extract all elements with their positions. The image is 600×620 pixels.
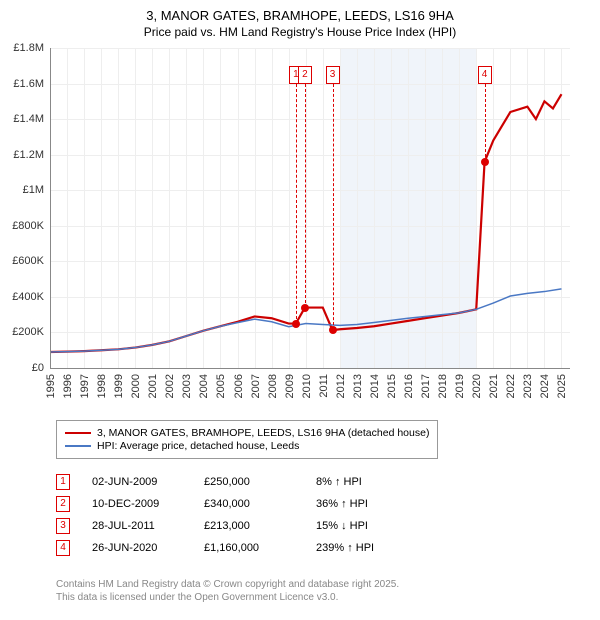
x-tick-label: 2002 bbox=[164, 374, 176, 398]
x-axis-line bbox=[50, 368, 570, 369]
marker-dot bbox=[292, 320, 300, 328]
x-tick-label: 2013 bbox=[352, 374, 364, 398]
x-tick-label: 2018 bbox=[437, 374, 449, 398]
x-tick-label: 1996 bbox=[62, 374, 74, 398]
event-row: 4 26-JUN-2020 £1,160,000 239% ↑ HPI bbox=[56, 540, 406, 556]
event-diff: 15% ↓ HPI bbox=[316, 520, 406, 532]
x-tick-label: 1997 bbox=[79, 374, 91, 398]
legend-swatch bbox=[65, 445, 91, 447]
marker-label: 2 bbox=[298, 66, 312, 84]
title-line2: Price paid vs. HM Land Registry's House … bbox=[0, 25, 600, 41]
event-row: 3 28-JUL-2011 £213,000 15% ↓ HPI bbox=[56, 518, 406, 534]
x-tick-label: 2011 bbox=[318, 374, 330, 398]
event-row: 2 10-DEC-2009 £340,000 36% ↑ HPI bbox=[56, 496, 406, 512]
legend: 3, MANOR GATES, BRAMHOPE, LEEDS, LS16 9H… bbox=[56, 420, 438, 459]
x-tick-label: 2008 bbox=[267, 374, 279, 398]
x-tick-label: 2021 bbox=[488, 374, 500, 398]
event-row: 1 02-JUN-2009 £250,000 8% ↑ HPI bbox=[56, 474, 406, 490]
x-tick-label: 2024 bbox=[539, 374, 551, 398]
footer-attribution: Contains HM Land Registry data © Crown c… bbox=[56, 578, 399, 604]
footer-line1: Contains HM Land Registry data © Crown c… bbox=[56, 578, 399, 591]
legend-row: HPI: Average price, detached house, Leed… bbox=[65, 440, 429, 452]
legend-row: 3, MANOR GATES, BRAMHOPE, LEEDS, LS16 9H… bbox=[65, 427, 429, 439]
x-tick-label: 2010 bbox=[301, 374, 313, 398]
x-tick-label: 2023 bbox=[522, 374, 534, 398]
event-diff: 239% ↑ HPI bbox=[316, 542, 406, 554]
title-line1: 3, MANOR GATES, BRAMHOPE, LEEDS, LS16 9H… bbox=[0, 8, 600, 25]
marker-line bbox=[333, 84, 334, 331]
event-diff: 36% ↑ HPI bbox=[316, 498, 406, 510]
x-tick-label: 2007 bbox=[250, 374, 262, 398]
event-price: £250,000 bbox=[204, 476, 294, 488]
legend-label: 3, MANOR GATES, BRAMHOPE, LEEDS, LS16 9H… bbox=[97, 427, 429, 439]
marker-label: 4 bbox=[478, 66, 492, 84]
marker-dot bbox=[301, 304, 309, 312]
marker-dot bbox=[329, 326, 337, 334]
x-tick-label: 2003 bbox=[181, 374, 193, 398]
x-tick-label: 2001 bbox=[147, 374, 159, 398]
y-tick-label: £1.8M bbox=[0, 42, 44, 54]
chart-title: 3, MANOR GATES, BRAMHOPE, LEEDS, LS16 9H… bbox=[0, 0, 600, 40]
line-series-svg bbox=[50, 48, 570, 368]
y-tick-label: £1.2M bbox=[0, 149, 44, 161]
x-tick-label: 2025 bbox=[556, 374, 568, 398]
x-tick-label: 2005 bbox=[215, 374, 227, 398]
x-tick-label: 2022 bbox=[505, 374, 517, 398]
x-tick-label: 1999 bbox=[113, 374, 125, 398]
x-tick-label: 2014 bbox=[369, 374, 381, 398]
marker-dot bbox=[481, 158, 489, 166]
event-date: 26-JUN-2020 bbox=[92, 542, 182, 554]
y-tick-label: £1.6M bbox=[0, 78, 44, 90]
x-tick-label: 1995 bbox=[45, 374, 57, 398]
y-tick-label: £1.4M bbox=[0, 113, 44, 125]
y-tick-label: £200K bbox=[0, 326, 44, 338]
event-price: £1,160,000 bbox=[204, 542, 294, 554]
marker-line bbox=[296, 84, 297, 324]
event-date: 02-JUN-2009 bbox=[92, 476, 182, 488]
event-date: 10-DEC-2009 bbox=[92, 498, 182, 510]
event-number: 3 bbox=[56, 518, 70, 534]
event-price: £213,000 bbox=[204, 520, 294, 532]
x-tick-label: 1998 bbox=[96, 374, 108, 398]
x-tick-label: 2019 bbox=[454, 374, 466, 398]
event-number: 4 bbox=[56, 540, 70, 556]
marker-label: 3 bbox=[326, 66, 340, 84]
marker-line bbox=[485, 84, 486, 162]
event-diff: 8% ↑ HPI bbox=[316, 476, 406, 488]
y-axis-line bbox=[50, 48, 51, 368]
chart-area: 1234 £0£200K£400K£600K£800K£1M£1.2M£1.4M… bbox=[50, 48, 570, 368]
plot-region: 1234 bbox=[50, 48, 570, 368]
marker-line bbox=[305, 84, 306, 308]
x-tick-label: 2015 bbox=[386, 374, 398, 398]
x-tick-label: 2012 bbox=[335, 374, 347, 398]
event-table: 1 02-JUN-2009 £250,000 8% ↑ HPI 2 10-DEC-2009… bbox=[56, 474, 406, 562]
x-tick-label: 2006 bbox=[233, 374, 245, 398]
y-tick-label: £600K bbox=[0, 255, 44, 267]
footer-line2: This data is licensed under the Open Gov… bbox=[56, 591, 399, 604]
y-tick-label: £400K bbox=[0, 291, 44, 303]
legend-label: HPI: Average price, detached house, Leed… bbox=[97, 440, 299, 452]
y-tick-label: £800K bbox=[0, 220, 44, 232]
event-number: 1 bbox=[56, 474, 70, 490]
event-number: 2 bbox=[56, 496, 70, 512]
x-tick-label: 2004 bbox=[198, 374, 210, 398]
x-tick-label: 2000 bbox=[130, 374, 142, 398]
x-tick-label: 2016 bbox=[403, 374, 415, 398]
x-tick-label: 2009 bbox=[284, 374, 296, 398]
legend-swatch bbox=[65, 432, 91, 434]
event-price: £340,000 bbox=[204, 498, 294, 510]
y-tick-label: £0 bbox=[0, 362, 44, 374]
event-date: 28-JUL-2011 bbox=[92, 520, 182, 532]
x-tick-label: 2020 bbox=[471, 374, 483, 398]
x-tick-label: 2017 bbox=[420, 374, 432, 398]
y-tick-label: £1M bbox=[0, 184, 44, 196]
